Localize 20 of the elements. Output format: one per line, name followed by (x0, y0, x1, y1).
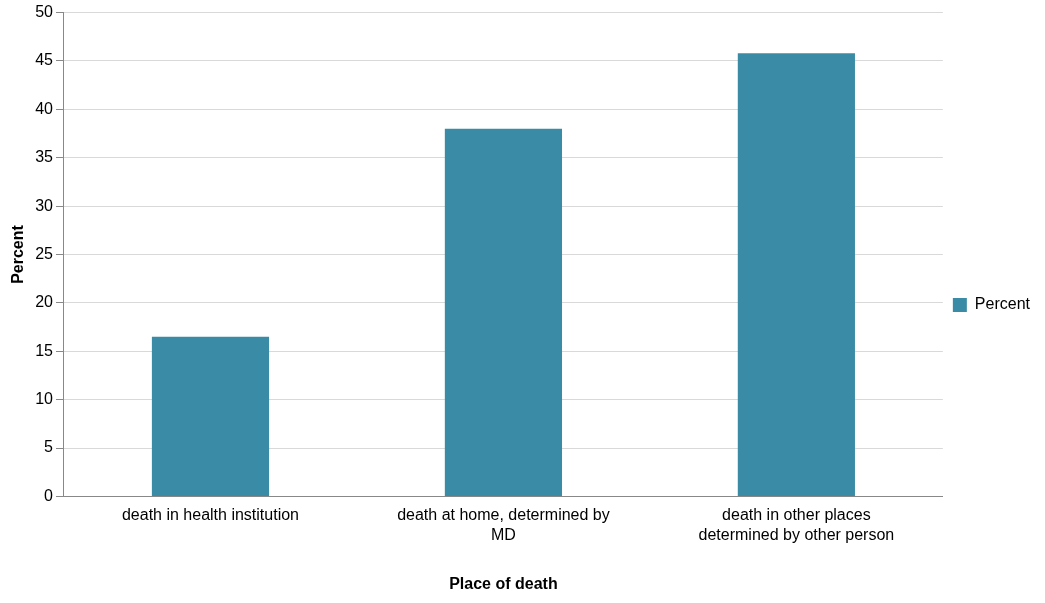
x-tick-label: death in other places determined by other person (698, 506, 895, 543)
y-tick-label: 20 (35, 293, 54, 311)
x-tick-label: death at home, determined by MD (397, 506, 610, 543)
y-tick-label: 35 (35, 148, 54, 166)
y-axis-title: Percent (9, 224, 27, 284)
bar (444, 128, 563, 496)
legend-label: Percent (974, 295, 1031, 313)
y-tick-label: 45 (35, 51, 54, 69)
x-tick-label: death in health institution (121, 506, 299, 524)
y-tick-label: 30 (35, 196, 54, 214)
x-axis-title: Place of death (449, 574, 558, 592)
y-tick-label: 5 (44, 438, 54, 456)
y-tick-label: 15 (35, 341, 54, 359)
bar (737, 53, 855, 496)
bar (151, 336, 270, 496)
y-tick-label: 50 (35, 3, 54, 21)
y-tick-label: 0 (44, 486, 54, 504)
y-tick-label: 40 (35, 99, 54, 117)
y-tick-label: 10 (35, 390, 54, 408)
y-tick-label: 25 (35, 244, 54, 262)
